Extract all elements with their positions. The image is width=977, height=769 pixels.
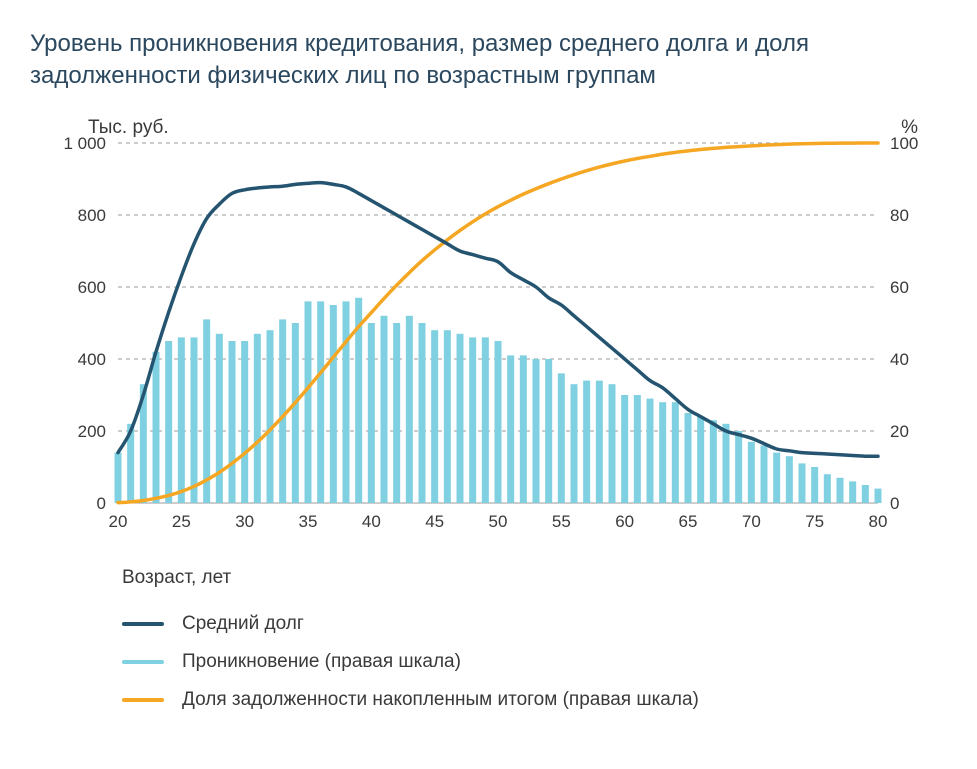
svg-text:600: 600 — [78, 278, 106, 297]
svg-text:80: 80 — [890, 206, 909, 225]
legend-swatch-avg-debt — [122, 622, 164, 626]
combo-chart: Тыс. руб.%02004006008001 000020406080100… — [38, 113, 938, 543]
chart-page: Уровень проникновения кредитования, разм… — [0, 0, 977, 769]
chart-area: Тыс. руб.%02004006008001 000020406080100… — [38, 113, 938, 543]
svg-text:200: 200 — [78, 422, 106, 441]
legend-label-penetration: Проникновение (правая шкала) — [182, 651, 461, 673]
svg-text:45: 45 — [425, 512, 444, 531]
svg-text:75: 75 — [805, 512, 824, 531]
legend-label-avg-debt: Средний долг — [182, 613, 304, 635]
svg-text:70: 70 — [742, 512, 761, 531]
legend-swatch-cum-share — [122, 698, 164, 702]
svg-text:50: 50 — [489, 512, 508, 531]
svg-text:25: 25 — [172, 512, 191, 531]
svg-text:400: 400 — [78, 350, 106, 369]
chart-title: Уровень проникновения кредитования, разм… — [30, 28, 910, 93]
svg-text:55: 55 — [552, 512, 571, 531]
svg-text:60: 60 — [890, 278, 909, 297]
svg-text:100: 100 — [890, 134, 918, 153]
svg-text:35: 35 — [299, 512, 318, 531]
legend-label-cum-share: Доля задолженности накопленным итогом (п… — [182, 689, 699, 711]
legend-item-cum-share: Доля задолженности накопленным итогом (п… — [122, 689, 947, 711]
svg-text:30: 30 — [235, 512, 254, 531]
legend-swatch-penetration — [122, 660, 164, 664]
svg-text:20: 20 — [890, 422, 909, 441]
bars-penetration — [115, 298, 882, 503]
legend-item-penetration: Проникновение (правая шкала) — [122, 651, 947, 673]
legend: Средний долг Проникновение (правая шкала… — [122, 613, 947, 711]
svg-text:0: 0 — [97, 494, 106, 513]
svg-text:0: 0 — [890, 494, 899, 513]
x-axis-label: Возраст, лет — [122, 567, 947, 589]
svg-text:40: 40 — [362, 512, 381, 531]
svg-text:40: 40 — [890, 350, 909, 369]
svg-text:20: 20 — [109, 512, 128, 531]
svg-text:80: 80 — [869, 512, 888, 531]
svg-text:800: 800 — [78, 206, 106, 225]
svg-text:60: 60 — [615, 512, 634, 531]
legend-item-avg-debt: Средний долг — [122, 613, 947, 635]
svg-text:65: 65 — [679, 512, 698, 531]
svg-text:1 000: 1 000 — [63, 134, 106, 153]
